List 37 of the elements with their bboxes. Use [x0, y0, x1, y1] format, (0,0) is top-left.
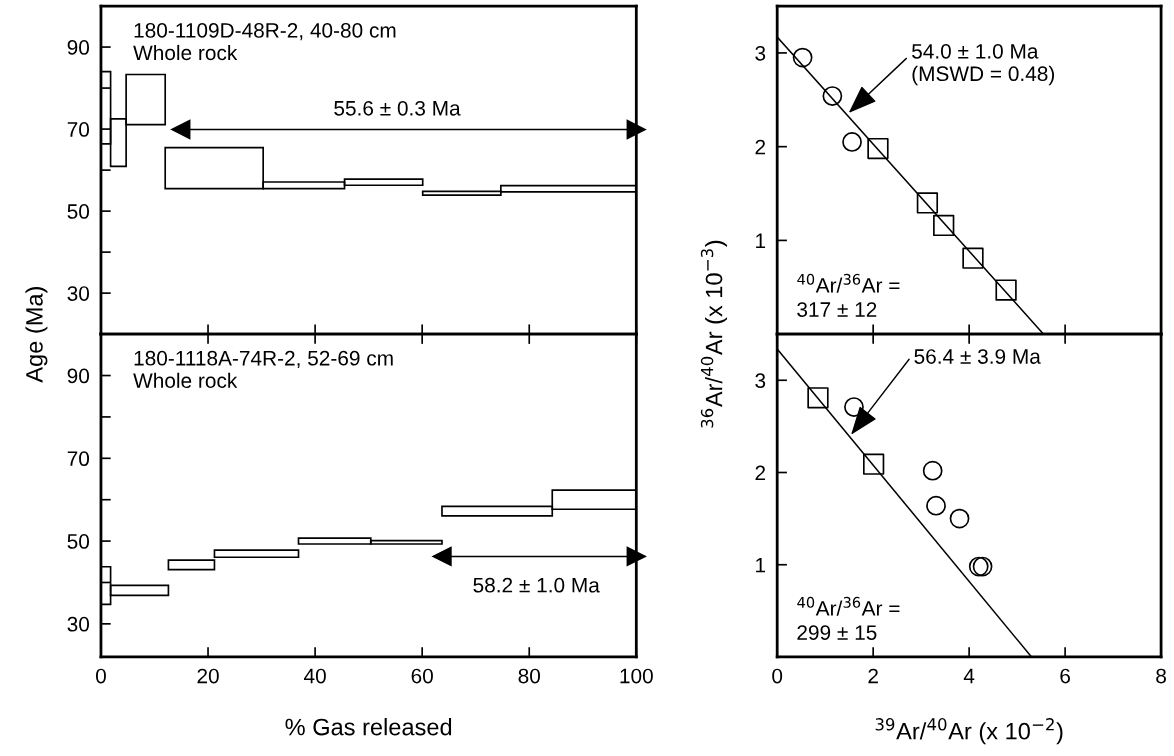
x-tick-label: 20: [197, 668, 219, 684]
text: 180-1109D-48R-2, 40-80 cm Whole rock: [133, 23, 396, 61]
x-tick-label: 0: [95, 668, 106, 684]
y-tick-label: 30: [67, 616, 90, 632]
x-tick-label: 4: [963, 668, 975, 684]
y-tick-label: 2: [755, 139, 766, 155]
x-tick-label: 100: [620, 668, 653, 684]
y-tick-label: 1: [756, 233, 766, 248]
y-axis-title: $^{36}$Ar/$^{40}$Ar (x 10$^{−3}$): [700, 240, 728, 428]
y-tick-label: 3: [755, 45, 766, 61]
y-tick-label: 1: [756, 557, 766, 573]
x-tick-label: 6: [1060, 668, 1070, 684]
x-tick-label: 0: [772, 668, 783, 684]
y-tick-label: 90: [67, 368, 90, 384]
y-axis-title: Age (Ma): [25, 287, 48, 383]
annotation: 55.6 ± 0.3 Ma: [334, 100, 461, 116]
x-axis-title: $^{39}$Ar/$^{40}$Ar (x 10$^{−2}$): [875, 718, 1063, 745]
x-tick-label: 40: [303, 668, 326, 684]
text: 180-1118A-74R-2, 52-69 cm Whole rock: [133, 350, 393, 389]
x-tick-label: 2: [868, 668, 878, 684]
x-axis-title: % Gas released: [285, 718, 452, 736]
y-tick-label: 50: [67, 534, 90, 549]
y-tick-label: 30: [67, 286, 90, 301]
annotation: 58.2 ± 1.0 Ma: [473, 577, 600, 593]
y-tick-label: 70: [67, 122, 90, 137]
x-tick-label: 60: [411, 668, 433, 684]
annotation: $^{40}$Ar/$^{36}$Ar = 317 ± 12: [797, 273, 900, 317]
y-tick-label: 2: [755, 465, 766, 481]
x-tick-label: 8: [1156, 668, 1166, 684]
annotation: $^{40}$Ar/$^{36}$Ar = 299 ± 15: [797, 596, 900, 640]
annotation: 56.4 ± 3.9 Ma: [914, 349, 1041, 364]
y-tick-label: 50: [67, 204, 90, 219]
x-tick-label: 80: [518, 668, 541, 684]
y-tick-label: 90: [67, 40, 90, 55]
y-tick-label: 3: [755, 373, 766, 389]
y-tick-label: 70: [67, 451, 90, 467]
annotation: 54.0 ± 1.0 Ma (MSWD = 0.48): [912, 43, 1055, 86]
